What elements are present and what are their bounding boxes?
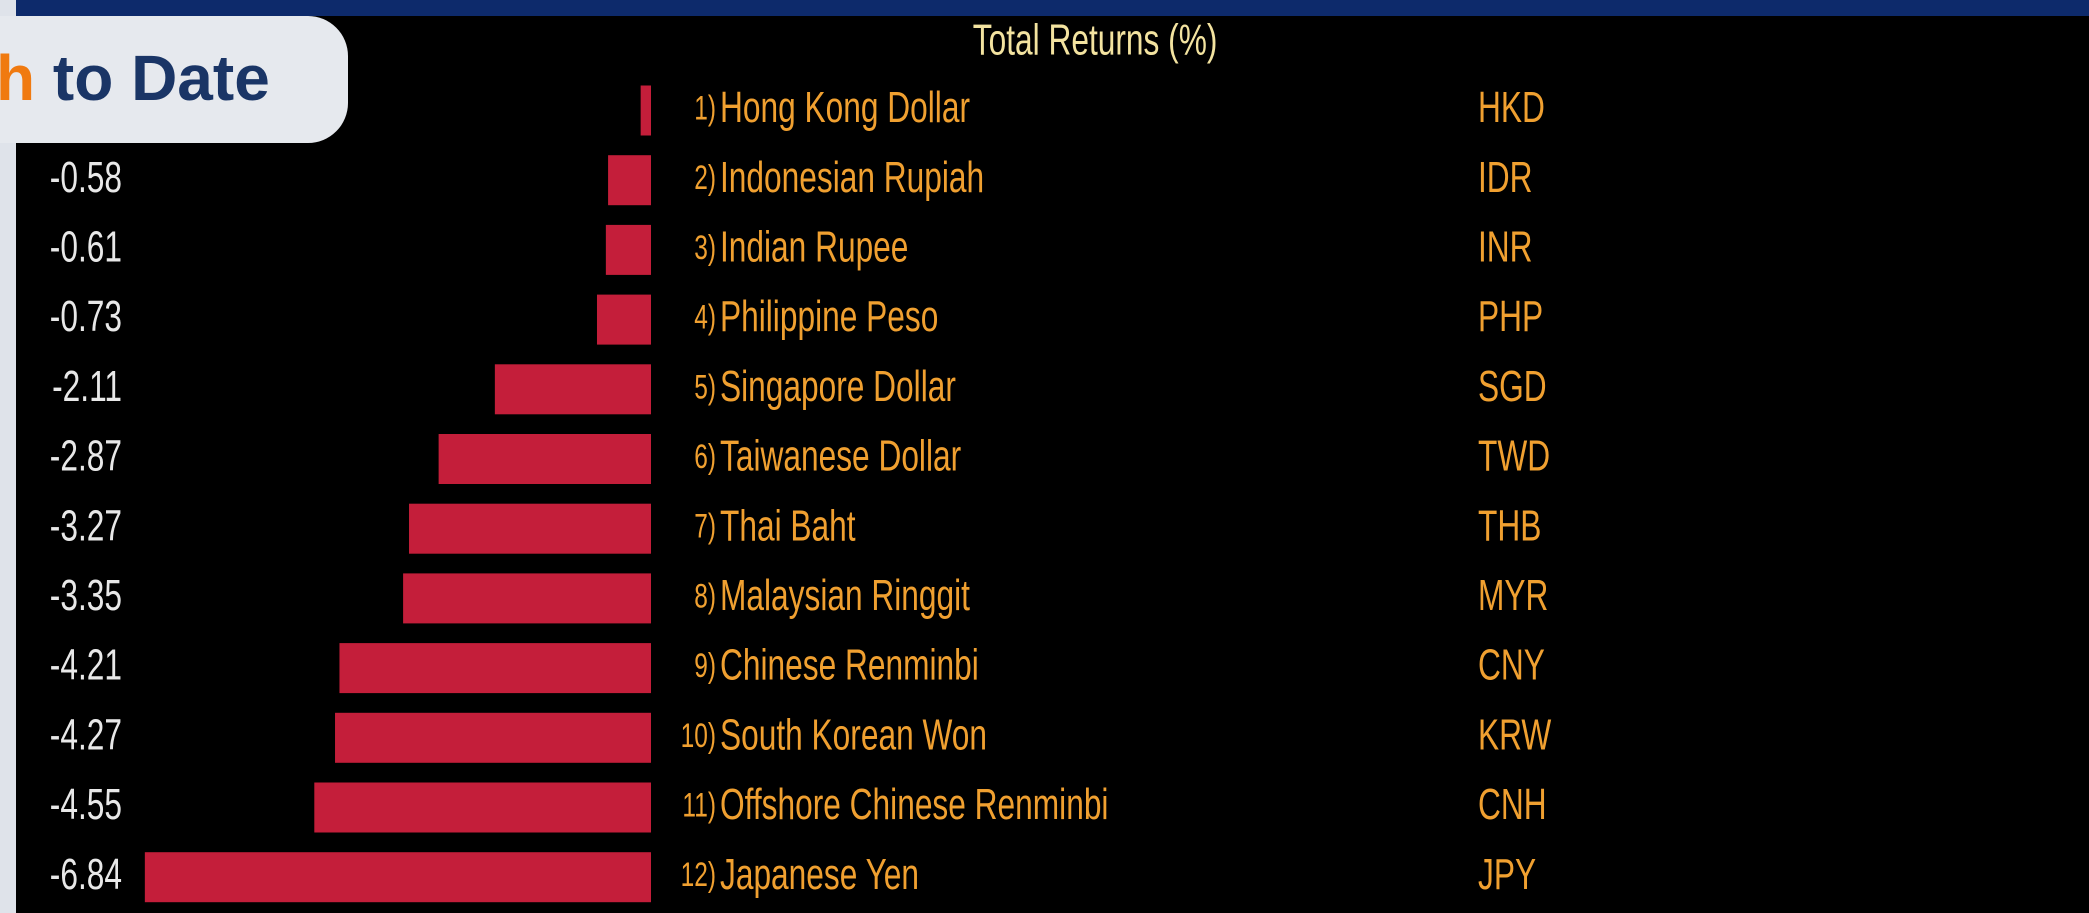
category-label: Malaysian Ringgit bbox=[720, 571, 970, 620]
code-label: SGD bbox=[1478, 362, 1547, 411]
code-label: INR bbox=[1478, 222, 1533, 271]
rank: 3) bbox=[694, 229, 716, 267]
category-label: Taiwanese Dollar bbox=[720, 432, 961, 481]
rank: 8) bbox=[694, 578, 716, 616]
category-label: South Korean Won bbox=[720, 710, 987, 759]
bar bbox=[339, 643, 651, 694]
badge-label: to Date bbox=[53, 42, 270, 114]
rank: 6) bbox=[694, 438, 716, 476]
left-strip bbox=[0, 0, 16, 913]
bar bbox=[314, 782, 651, 833]
code-label: HKD bbox=[1478, 83, 1545, 132]
value-label: -2.11 bbox=[52, 362, 122, 411]
category-label: Chinese Renminbi bbox=[720, 641, 979, 690]
bar bbox=[605, 224, 651, 275]
rank: 4) bbox=[694, 299, 716, 337]
bar bbox=[608, 155, 651, 206]
rank: 7) bbox=[694, 508, 716, 546]
bar bbox=[640, 85, 651, 136]
category-label: Hong Kong Dollar bbox=[720, 83, 970, 132]
value-label: -3.35 bbox=[50, 571, 122, 620]
category-label: Indonesian Rupiah bbox=[720, 153, 984, 202]
rank: 11) bbox=[682, 787, 716, 825]
value-label: -0.58 bbox=[50, 153, 122, 202]
value-label: -4.21 bbox=[50, 641, 122, 690]
category-label: Thai Baht bbox=[720, 501, 856, 550]
bar bbox=[596, 294, 651, 345]
bar bbox=[335, 712, 651, 763]
rank: 5) bbox=[694, 368, 716, 406]
value-label: -2.87 bbox=[50, 432, 122, 481]
code-label: KRW bbox=[1478, 710, 1552, 759]
code-label: CNY bbox=[1478, 641, 1545, 690]
bar bbox=[144, 852, 651, 903]
value-label: -4.27 bbox=[50, 710, 122, 759]
code-label: THB bbox=[1478, 501, 1541, 550]
category-label: Singapore Dollar bbox=[720, 362, 956, 411]
value-label: -0.73 bbox=[50, 292, 122, 341]
category-label: Offshore Chinese Renminbi bbox=[720, 780, 1108, 829]
value-label: -3.27 bbox=[50, 501, 122, 550]
badge-highlight: h bbox=[0, 42, 35, 114]
code-label: PHP bbox=[1478, 292, 1543, 341]
category-label: Japanese Yen bbox=[720, 850, 919, 899]
badge-bg bbox=[0, 16, 348, 143]
chart-title: Total Returns (%) bbox=[973, 16, 1218, 65]
value-label: -6.84 bbox=[50, 850, 122, 899]
bar bbox=[409, 503, 651, 554]
code-label: MYR bbox=[1478, 571, 1548, 620]
rows: -0.141)Hong Kong DollarHKD-0.582)Indones… bbox=[50, 83, 1552, 903]
bar bbox=[494, 364, 651, 415]
badge-text: h to Date bbox=[0, 42, 270, 114]
category-label: Indian Rupee bbox=[720, 222, 908, 271]
rank: 12) bbox=[681, 856, 716, 894]
code-label: CNH bbox=[1478, 780, 1547, 829]
code-label: IDR bbox=[1478, 153, 1533, 202]
bar bbox=[403, 573, 651, 624]
badge: h to Date bbox=[0, 16, 348, 143]
rank: 2) bbox=[694, 159, 716, 197]
top-bar bbox=[0, 0, 2089, 16]
rank: 9) bbox=[694, 647, 716, 685]
rank: 1) bbox=[694, 90, 716, 128]
category-label: Philippine Peso bbox=[720, 292, 938, 341]
bar bbox=[438, 434, 651, 484]
value-label: -0.61 bbox=[50, 222, 122, 271]
value-label: -4.55 bbox=[50, 780, 122, 829]
code-label: TWD bbox=[1478, 432, 1550, 481]
code-label: JPY bbox=[1478, 850, 1536, 899]
rank: 10) bbox=[681, 717, 716, 755]
